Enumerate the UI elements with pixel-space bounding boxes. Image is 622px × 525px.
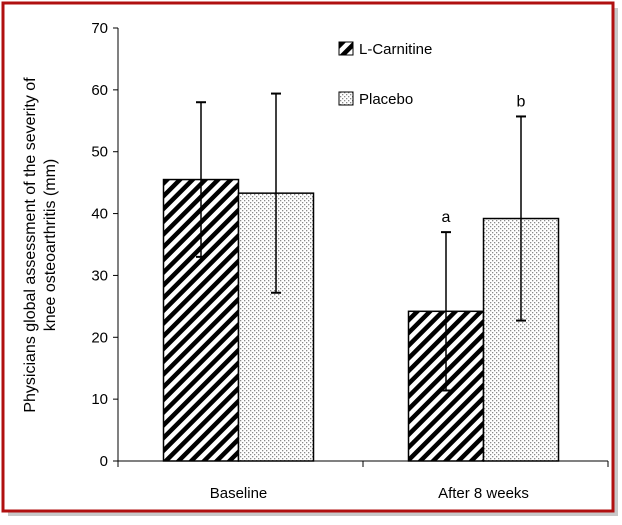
error-bars	[196, 92, 526, 392]
legend-swatch	[338, 41, 354, 56]
x-category-label: Baseline	[210, 485, 268, 502]
y-tick-label: 40	[91, 206, 108, 223]
y-tick-label: 10	[91, 391, 108, 408]
legend-swatch	[338, 91, 354, 106]
y-axis-title: Physicians global assessment of the seve…	[22, 77, 59, 413]
annotations: ab	[442, 93, 526, 226]
significance-label: a	[442, 209, 451, 226]
y-tick-label: 30	[91, 267, 108, 284]
y-tick-label: 50	[91, 144, 108, 161]
legend: L-Carnitine Placebo	[338, 41, 432, 108]
legend-label: L-Carnitine	[359, 41, 432, 58]
y-tick-label: 60	[91, 82, 108, 99]
y-tick-label: 0	[100, 453, 108, 470]
y-axis-title-line-1: Physicians global assessment of the seve…	[22, 77, 39, 413]
y-tick-label: 20	[91, 329, 108, 346]
x-category-label: After 8 weeks	[438, 485, 529, 502]
significance-label: b	[517, 93, 526, 110]
legend-label: Placebo	[359, 91, 413, 108]
y-tick-label: 70	[91, 20, 108, 37]
y-axis-title-line-2: knee osteoarthritis (mm)	[42, 159, 59, 332]
